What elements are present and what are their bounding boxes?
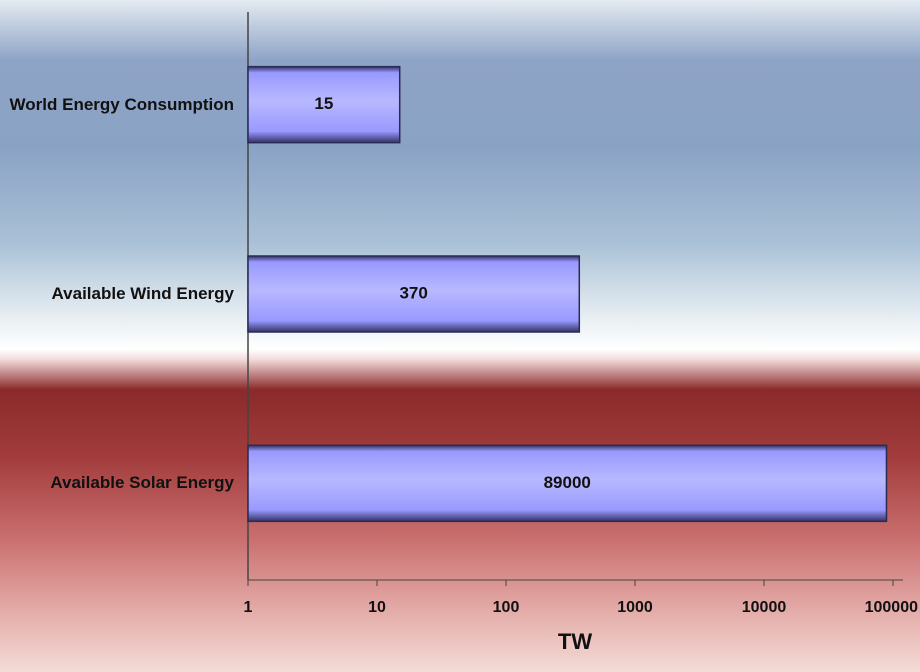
category-label: World Energy Consumption [9, 94, 234, 114]
x-tick-label: 10000 [742, 599, 787, 616]
bar [247, 65, 401, 144]
value-label: 15 [314, 94, 333, 113]
x-tick-label: 100 [493, 599, 520, 616]
value-label: 370 [399, 283, 427, 302]
bar [247, 444, 888, 523]
x-tick-label: 10 [368, 599, 386, 616]
bar [247, 255, 581, 333]
value-label: 89000 [544, 473, 591, 492]
category-label: Available Solar Energy [50, 473, 234, 493]
category-label: Available Wind Energy [51, 284, 234, 303]
x-axis-label: TW [558, 629, 592, 654]
x-tick-label: 1 [244, 599, 253, 616]
x-tick-label: 100000 [865, 599, 918, 616]
x-tick-label: 1000 [617, 599, 653, 616]
